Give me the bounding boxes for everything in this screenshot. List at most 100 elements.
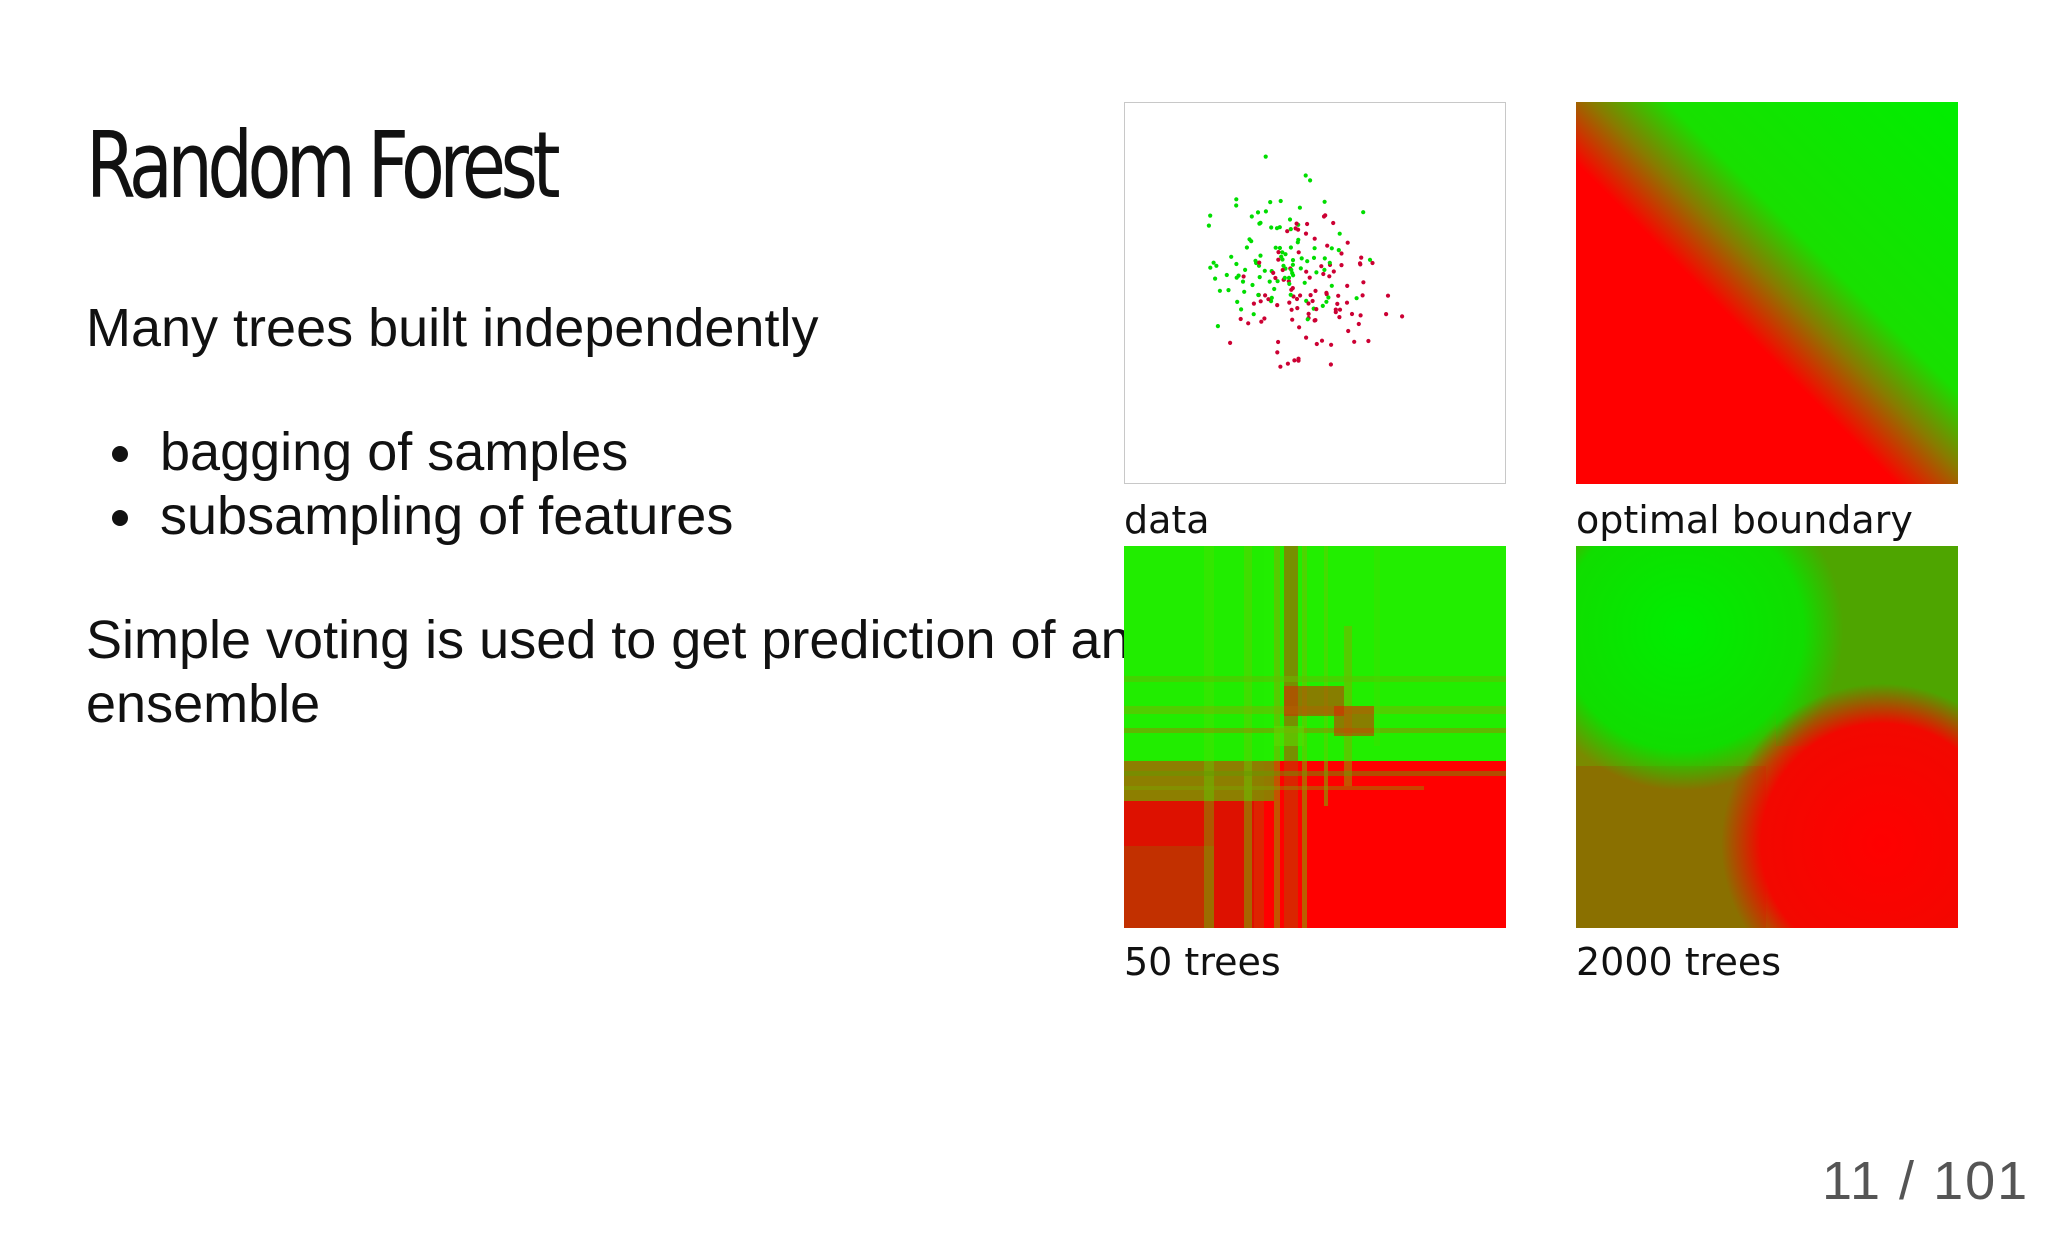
scatter-point-green: [1273, 245, 1278, 250]
scatter-point-red: [1333, 310, 1338, 315]
scatter-point-red: [1346, 328, 1351, 334]
scatter-point-red: [1273, 275, 1278, 281]
scatter-point-green: [1314, 270, 1319, 275]
scatter-point-green: [1322, 199, 1327, 204]
scatter-point-green: [1215, 324, 1220, 329]
scatter-point-red: [1360, 293, 1365, 298]
scatter-point-green: [1268, 200, 1273, 205]
scatter-point-red: [1324, 290, 1329, 295]
scatter-point-red: [1370, 260, 1375, 266]
scatter-point-red: [1319, 338, 1325, 343]
scatter-point-green: [1287, 217, 1293, 222]
scatter-point-red: [1328, 362, 1333, 367]
scatter-point-red: [1349, 311, 1355, 317]
scatter-point-green: [1288, 245, 1293, 250]
scatter-point-red: [1361, 280, 1366, 285]
scatter-point-red: [1296, 250, 1301, 255]
scatter-point-red: [1276, 339, 1281, 345]
scatter-point-green: [1280, 250, 1285, 255]
scatter-point-red: [1303, 231, 1309, 236]
ensemble-paragraph: Simple voting is used to get prediction …: [86, 610, 1131, 734]
trees-2000-decision-map: [1576, 546, 1958, 928]
scatter-point-red: [1308, 293, 1313, 298]
scatter-point-green: [1258, 253, 1263, 258]
scatter-point-red: [1289, 307, 1294, 312]
scatter-point-red: [1313, 288, 1318, 293]
scatter-point-red: [1297, 325, 1302, 330]
scatter-point-green: [1208, 265, 1213, 270]
scatter-point-green: [1244, 245, 1249, 250]
scatter-point-green: [1262, 268, 1267, 273]
scatter-point-green: [1298, 266, 1303, 271]
scatter-point-red: [1271, 270, 1276, 275]
scatter-point-green: [1272, 286, 1277, 292]
slide-title: Random Forest: [86, 112, 561, 219]
scatter-point-red: [1287, 300, 1292, 305]
scatter-point-green: [1336, 248, 1341, 253]
scatter-point-red: [1258, 299, 1263, 304]
scatter-point-red: [1293, 226, 1298, 231]
scatter-point-red: [1295, 306, 1300, 311]
scatter-point-green: [1290, 262, 1295, 267]
scatter-point-red: [1266, 297, 1271, 302]
data-scatter-plot: [1206, 154, 1405, 369]
scatter-point-red: [1345, 283, 1350, 288]
scatter-point-green: [1243, 267, 1248, 272]
trees-50-panel: [1124, 546, 1506, 928]
scatter-point-red: [1290, 317, 1295, 322]
scatter-point-green: [1235, 299, 1240, 304]
scatter-point-green: [1250, 282, 1255, 288]
optimal-boundary-panel: [1576, 102, 1958, 484]
scatter-point-red: [1359, 255, 1364, 260]
scatter-point-green: [1263, 209, 1268, 214]
trees-50-decision-map: [1124, 546, 1506, 928]
scatter-point-green: [1206, 223, 1211, 228]
scatter-point-red: [1312, 318, 1317, 323]
scatter-point-red: [1400, 314, 1405, 319]
scatter-point-green: [1226, 288, 1231, 293]
scatter-point-green: [1288, 292, 1293, 297]
scatter-point-red: [1314, 307, 1319, 312]
scatter-point-red: [1238, 316, 1243, 322]
scatter-point-green: [1305, 259, 1310, 264]
scatter-point-red: [1358, 313, 1363, 318]
scatter-point-green: [1213, 276, 1218, 281]
scatter-point-red: [1294, 221, 1299, 226]
scatter-point-green: [1234, 275, 1239, 280]
scatter-point-green: [1303, 173, 1308, 178]
bullet-dot-icon: [112, 510, 128, 526]
scatter-point-green: [1239, 307, 1244, 312]
page-counter: 11 / 101: [1822, 1151, 2030, 1211]
caption-2000-trees: 2000 trees: [1576, 940, 1782, 984]
scatter-point-green: [1277, 245, 1282, 251]
scatter-point-red: [1276, 250, 1281, 255]
scatter-point-red: [1304, 335, 1309, 340]
scatter-point-green: [1295, 240, 1300, 245]
scatter-point-red: [1298, 293, 1303, 298]
scatter-point-red: [1314, 341, 1319, 347]
scatter-point-green: [1320, 303, 1325, 308]
scatter-point-green: [1251, 312, 1256, 317]
scatter-point-green: [1283, 252, 1288, 257]
scatter-point-red: [1306, 311, 1311, 316]
scatter-point-red: [1321, 271, 1326, 277]
scatter-point-green: [1234, 203, 1239, 208]
scatter-point-green: [1289, 267, 1294, 272]
scatter-point-red: [1325, 243, 1330, 248]
scatter-point-green: [1279, 254, 1284, 259]
scatter-point-red: [1337, 315, 1342, 320]
scatter-point-red: [1251, 301, 1256, 306]
scatter-point-red: [1335, 301, 1340, 306]
scatter-point-red: [1357, 261, 1363, 266]
scatter-point-green: [1257, 275, 1262, 280]
scatter-point-green: [1308, 178, 1313, 183]
scatter-point-red: [1366, 338, 1371, 344]
scatter-point-red: [1285, 229, 1290, 234]
scatter-point-green: [1282, 275, 1287, 280]
scatter-point-red: [1321, 214, 1327, 219]
caption-optimal-boundary: optimal boundary: [1576, 498, 1913, 542]
scatter-point-green: [1208, 213, 1213, 218]
bullet-text: bagging of samples: [160, 422, 629, 482]
scatter-point-green: [1263, 154, 1268, 159]
bullet-item: subsampling of features: [108, 484, 733, 548]
